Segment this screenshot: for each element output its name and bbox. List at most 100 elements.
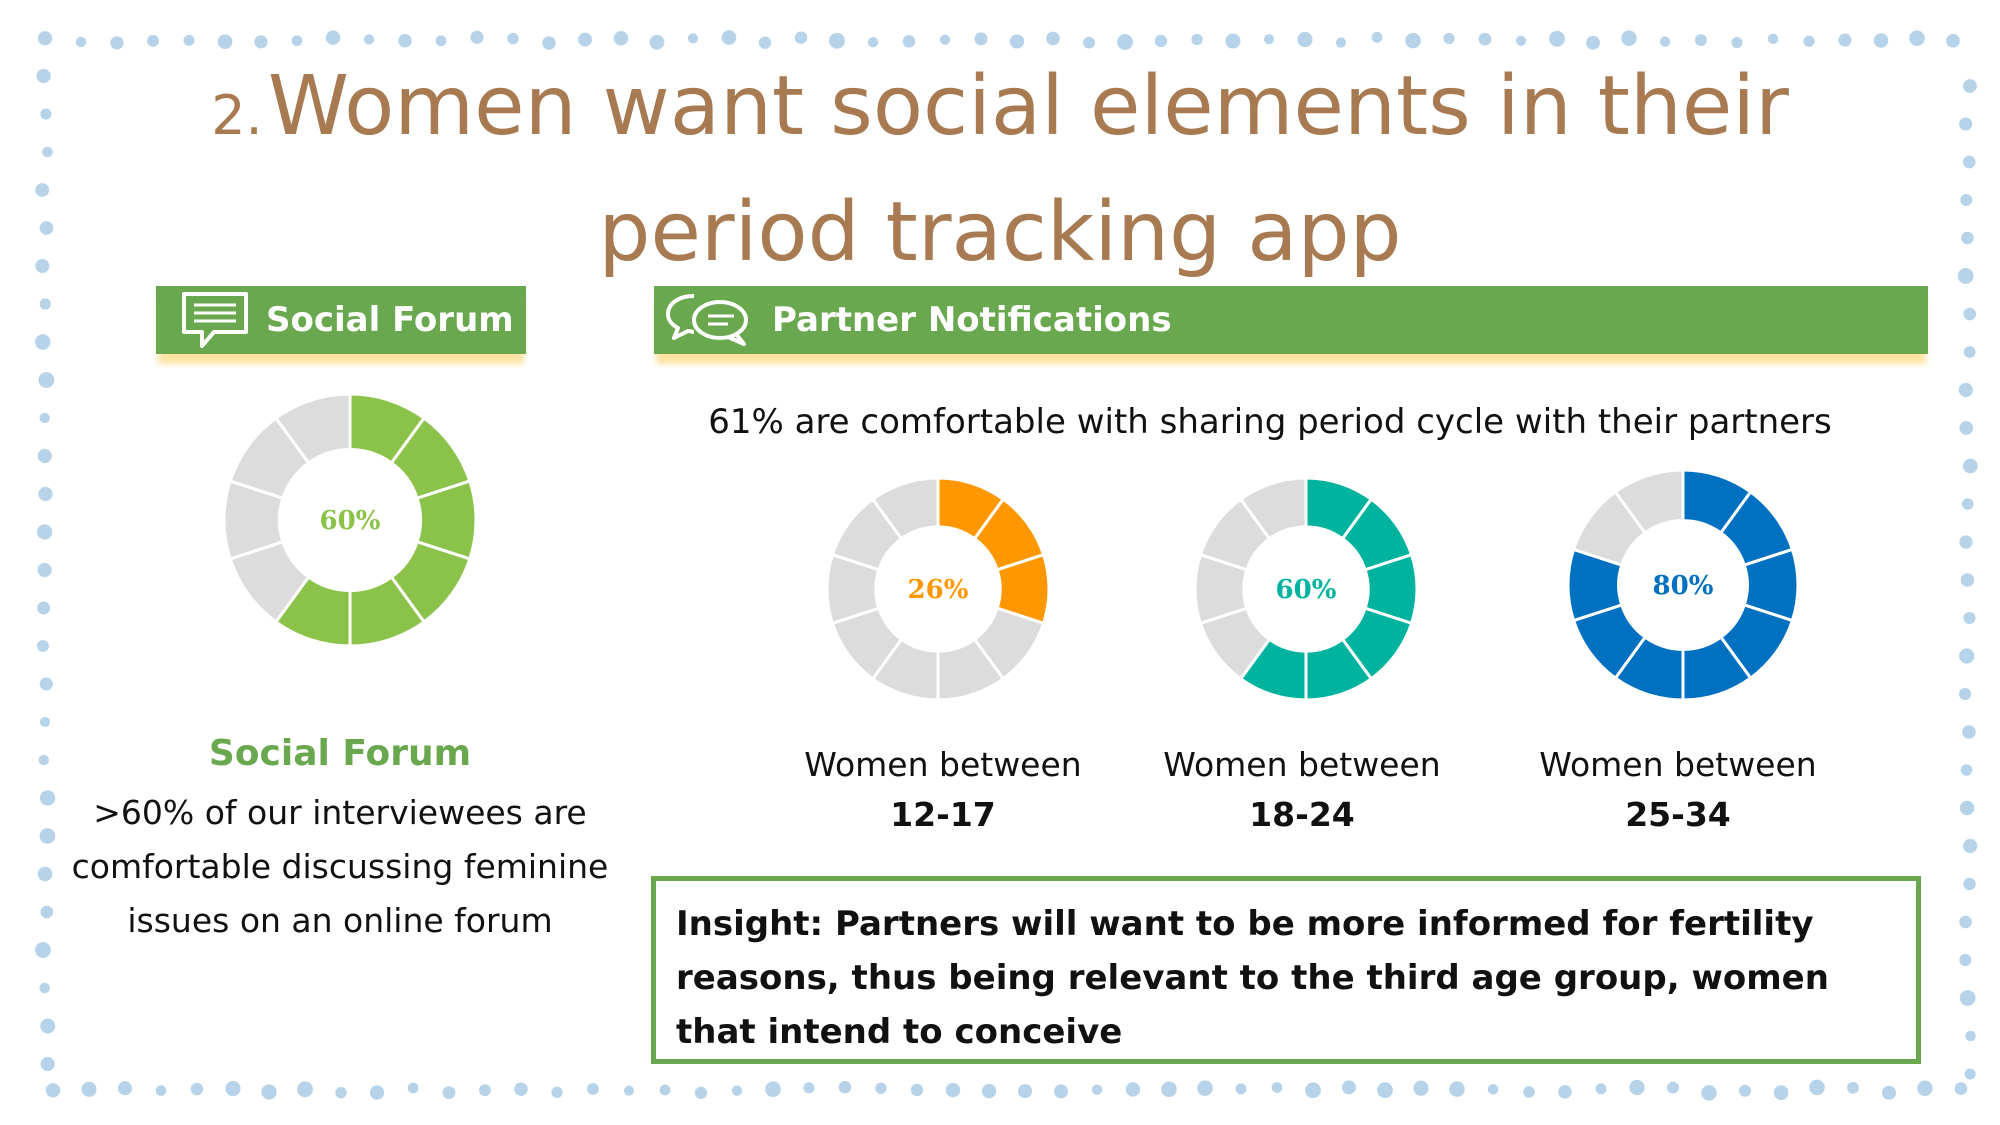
border-dot (40, 108, 52, 120)
border-dot (1405, 32, 1421, 49)
border-dot (838, 1080, 852, 1094)
border-dot (81, 1081, 97, 1097)
border-dot (407, 1082, 419, 1094)
donut-segment-empty (1238, 476, 1308, 541)
border-dot (39, 412, 50, 424)
border-dot (1271, 1082, 1283, 1093)
border-dot (765, 1081, 781, 1098)
border-dot (1053, 1084, 1069, 1099)
border-dot (38, 754, 49, 766)
border-dot (1341, 1080, 1357, 1095)
border-dot (649, 34, 665, 50)
social-forum-heading: Social Forum (208, 733, 472, 774)
social-forum-banner-label: Social Forum (266, 300, 514, 340)
age-caption-label: Women between (804, 745, 1082, 784)
border-dot (1083, 36, 1095, 49)
border-dot (1225, 33, 1241, 49)
border-dot (37, 448, 52, 464)
border-dot (1667, 1081, 1679, 1094)
border-dot (1959, 800, 1975, 816)
border-dot (39, 677, 53, 691)
border-dot (1009, 34, 1025, 49)
border-dot (190, 1082, 204, 1096)
border-dot (1959, 421, 1974, 435)
border-dot (1961, 498, 1974, 510)
border-dot (1959, 687, 1972, 701)
border-dot (1117, 34, 1133, 50)
border-dot (1478, 32, 1492, 46)
border-dot (1558, 1085, 1572, 1099)
border-dot (981, 1083, 997, 1099)
border-dot (1659, 36, 1671, 47)
border-dot (363, 34, 375, 45)
border-dot (1909, 30, 1925, 47)
border-dot (507, 32, 519, 45)
donut-percent-label: 26% (908, 575, 969, 605)
border-dot (1917, 1080, 1933, 1096)
border-dot (974, 32, 988, 46)
border-dot (35, 942, 51, 958)
border-dot (1963, 79, 1977, 93)
age-caption-12-17: Women between 12-17 (778, 740, 1108, 840)
social-forum-banner: Social Forum (156, 286, 526, 354)
border-dot (39, 790, 56, 806)
border-dot (1235, 1083, 1247, 1095)
border-dot (578, 32, 592, 47)
border-dot (291, 35, 303, 47)
age-25-34-donut-chart: 80% (1566, 468, 1800, 702)
border-dot (37, 524, 53, 540)
border-dot (623, 1085, 635, 1096)
partner-subtitle: 61% are comfortable with sharing period … (708, 402, 1832, 442)
partner-notifications-banner: Partner Notifications (654, 286, 1928, 354)
border-dot (1586, 35, 1600, 50)
border-dot (36, 68, 51, 84)
border-dot (1960, 573, 1975, 587)
border-dot (1695, 34, 1707, 47)
border-dot (1962, 155, 1976, 169)
border-dot (1161, 1081, 1177, 1097)
border-dot (398, 34, 412, 48)
border-dot (829, 32, 845, 49)
border-dot (1701, 1085, 1717, 1101)
border-dot (902, 35, 916, 48)
border-dot (37, 640, 49, 652)
border-dot (147, 34, 159, 47)
border-dot (1621, 30, 1637, 46)
border-dot (1964, 1068, 1976, 1080)
border-dot (1873, 33, 1889, 48)
border-dot (38, 486, 53, 502)
border-dot (1297, 31, 1313, 48)
border-dot (37, 562, 52, 578)
slide-title: 2. Women want social elements in their p… (200, 55, 1800, 307)
speech-bubble-icon (182, 292, 248, 348)
donut-percent-label: 60% (320, 506, 381, 536)
age-18-24-donut-chart: 60% (1193, 476, 1419, 702)
donut-percent-label: 80% (1653, 571, 1714, 601)
border-dot (1960, 194, 1973, 206)
border-dot (117, 1081, 133, 1096)
border-dot (217, 34, 233, 49)
border-dot (551, 1086, 563, 1099)
border-dot (35, 334, 51, 350)
border-dot (39, 828, 56, 844)
insight-box: Insight: Partners will want to be more i… (651, 876, 1921, 1064)
border-dot (37, 31, 53, 46)
border-dot (694, 1086, 708, 1099)
border-dot (939, 34, 951, 45)
border-dot (1731, 37, 1743, 49)
border-dot (1963, 346, 1976, 358)
border-dot (1881, 1085, 1897, 1100)
border-dot (587, 1083, 599, 1095)
border-dot (1154, 34, 1168, 48)
border-dot (1959, 990, 1976, 1006)
age-caption-label: Women between (1163, 745, 1441, 784)
border-dot (1305, 1082, 1321, 1099)
border-dot (1959, 953, 1972, 967)
border-dot (35, 258, 50, 274)
border-dot (110, 36, 124, 50)
age-caption-18-24: Women between 18-24 (1137, 740, 1467, 840)
border-dot (35, 183, 50, 197)
border-dot (1847, 1081, 1859, 1094)
partner-notifications-banner-label: Partner Notifications (772, 300, 1172, 340)
